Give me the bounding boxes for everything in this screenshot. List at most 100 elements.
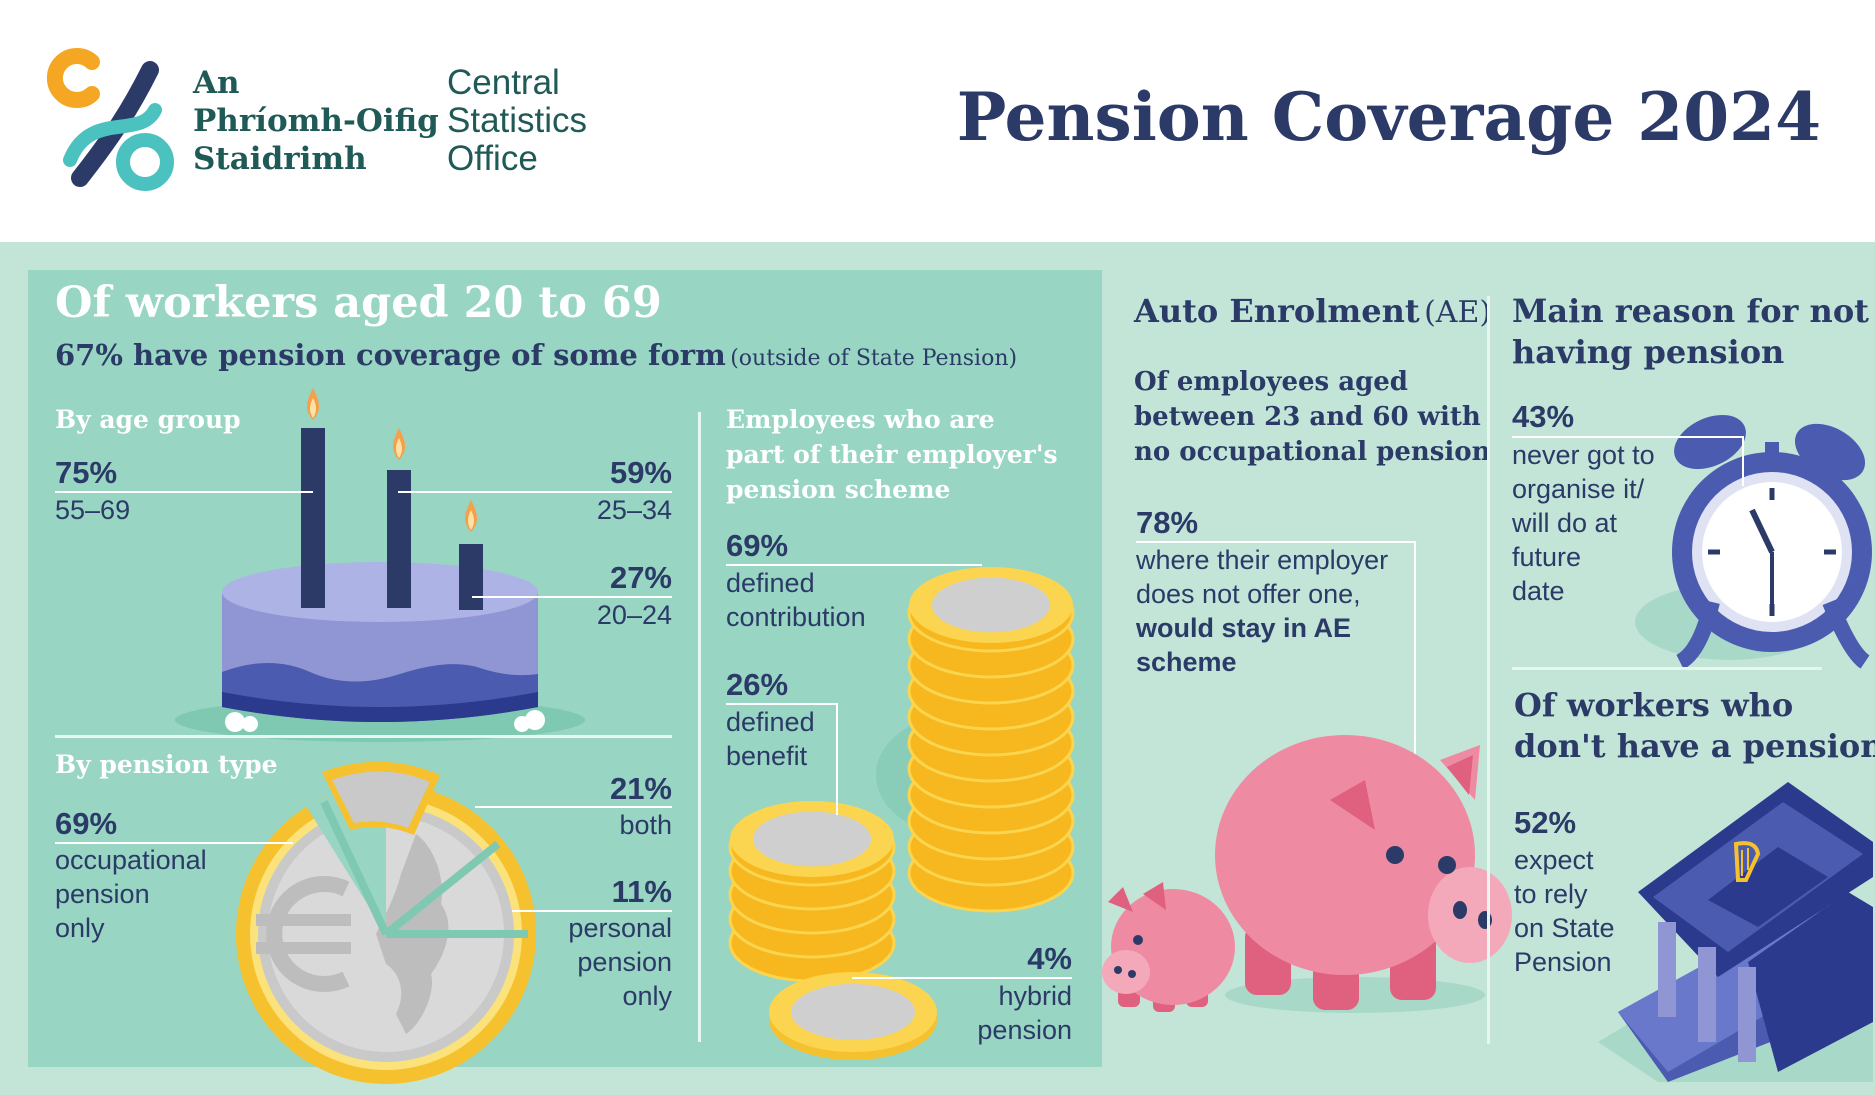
logo-irish-line-1: An <box>193 65 240 101</box>
age-type-divider <box>55 735 672 738</box>
main-reason-divider <box>1512 667 1822 670</box>
ae-sub-3: no occupational pension <box>1134 437 1491 467</box>
employer-scheme-heading-1: Employees who are <box>726 405 995 434</box>
main-reason-leader <box>1512 436 1744 438</box>
ae-text-bold-2: scheme <box>1136 647 1237 677</box>
main-reason-label-5: date <box>1512 576 1565 606</box>
both-label: both <box>619 810 672 840</box>
age-55-69-leader <box>55 491 313 493</box>
cso-logo-icon <box>46 48 174 191</box>
ae-leader-v <box>1414 541 1416 761</box>
age-group-heading: By age group <box>55 405 241 434</box>
occupational-only-value: 69% <box>55 806 118 841</box>
auto-enrolment-heading: Auto Enrolment <box>1134 292 1420 330</box>
ae-sub-2: between 23 and 60 with <box>1134 402 1481 432</box>
age-55-69-label: 55–69 <box>55 495 131 525</box>
main-reason-label-3: will do at <box>1512 508 1618 538</box>
defined-benefit-leader <box>726 703 838 705</box>
hybrid-value: 4% <box>1027 941 1072 976</box>
personal-only-label-1: personal <box>568 913 672 943</box>
auto-enrolment-abbr: (AE) <box>1424 295 1492 330</box>
hybrid-label-2: pension <box>977 1015 1072 1045</box>
age-25-34-leader <box>398 491 672 493</box>
ae-text-1: where their employer <box>1136 545 1389 575</box>
right-column-divider <box>1487 296 1490 1044</box>
candle-icon <box>459 500 483 610</box>
no-pension-heading-1: Of workers who <box>1514 686 1794 724</box>
workers-subheading-row: 67% have pension coverage of some form (… <box>55 338 1017 372</box>
main-reason-label-4: future <box>1512 542 1582 572</box>
age-55-69-value: 75% <box>55 455 118 490</box>
defined-benefit-leader-v <box>836 703 838 815</box>
no-pension-label-3: on State <box>1514 913 1615 943</box>
occupational-only-label-1: occupational <box>55 845 207 875</box>
candle-icon <box>387 428 411 608</box>
age-20-24-leader <box>472 596 672 598</box>
personal-only-label-2: pension <box>577 947 672 977</box>
age-20-24-value: 27% <box>609 560 672 595</box>
employer-scheme-heading-3: pension scheme <box>726 475 951 504</box>
personal-only-leader <box>512 910 672 912</box>
defined-contribution-label-2: contribution <box>726 602 866 632</box>
main-reason-leader-v <box>1742 436 1744 486</box>
ae-sub-1: Of employees aged <box>1134 367 1408 397</box>
coin-stack-icon <box>876 567 1075 913</box>
header: An Phríomh-Oifig Staidrimh Central Stati… <box>0 0 1875 242</box>
main-reason-label-1: never got to <box>1512 440 1655 470</box>
main-reason-label-2: organise it/ <box>1512 474 1645 504</box>
occupational-only-label-3: only <box>55 913 105 943</box>
pension-type-heading: By pension type <box>55 750 278 779</box>
ae-text-bold-1: would stay in AE <box>1136 613 1352 643</box>
hybrid-leader <box>852 977 1072 979</box>
auto-enrolment-heading-row: Auto Enrolment (AE) <box>1134 292 1491 330</box>
logo-english-line-3: Office <box>447 139 538 178</box>
defined-contribution-value: 69% <box>726 528 789 563</box>
no-pension-label-1: expect <box>1514 845 1594 875</box>
coin-stack-icon <box>728 801 896 983</box>
main-reason-value: 43% <box>1512 399 1575 434</box>
workers-subheading-note: (outside of State Pension) <box>730 346 1018 371</box>
state-building-icon <box>1598 782 1873 1082</box>
hybrid-label-1: hybrid <box>998 981 1072 1011</box>
employer-scheme-heading-2: part of their employer's <box>726 440 1058 469</box>
main-reason-heading-1: Main reason for not <box>1512 292 1869 330</box>
occupational-only-leader <box>55 842 293 844</box>
defined-benefit-label-2: benefit <box>726 741 808 771</box>
left-panel-divider <box>698 412 701 1042</box>
euro-coin-icon <box>236 784 536 1084</box>
page-title: Pension Coverage 2024 <box>956 78 1821 156</box>
euro-coin-slice-icon <box>322 761 440 835</box>
defined-contribution-leader <box>726 564 982 566</box>
personal-only-label-3: only <box>622 981 672 1011</box>
logo-irish-line-3: Staidrimh <box>193 141 367 177</box>
workers-subheading: 67% have pension coverage of some form <box>55 338 726 372</box>
logo-english-line-2: Statistics <box>447 101 588 140</box>
age-25-34-label: 25–34 <box>596 495 672 525</box>
personal-only-value: 11% <box>611 874 672 909</box>
both-leader <box>475 806 672 808</box>
defined-contribution-label-1: defined <box>726 568 815 598</box>
piggy-bank-icon <box>1102 882 1235 1012</box>
candle-icon <box>301 388 325 608</box>
no-pension-label-4: Pension <box>1514 947 1612 977</box>
piggy-bank-icon <box>1215 735 1512 1013</box>
logo-irish-line-2: Phríomh-Oifig <box>193 103 439 139</box>
workers-heading: Of workers aged 20 to 69 <box>55 278 662 328</box>
harp-icon <box>1733 841 1761 882</box>
no-pension-value: 52% <box>1514 805 1577 840</box>
defined-benefit-value: 26% <box>726 667 789 702</box>
defined-benefit-label-1: defined <box>726 707 815 737</box>
ae-text-2: does not offer one, <box>1136 579 1361 609</box>
no-pension-label-2: to rely <box>1514 879 1588 909</box>
ae-value: 78% <box>1136 505 1199 540</box>
both-value: 21% <box>609 771 672 806</box>
age-20-24-label: 20–24 <box>596 600 672 630</box>
main-reason-heading-2: having pension <box>1512 333 1785 371</box>
euro-coin-icon <box>769 972 937 1060</box>
alarm-clock-icon <box>1635 414 1872 670</box>
logo-english-line-1: Central <box>447 63 560 102</box>
no-pension-heading-2: don't have a pension <box>1514 727 1875 765</box>
ae-leader <box>1136 541 1416 543</box>
occupational-only-label-2: pension <box>55 879 150 909</box>
age-25-34-value: 59% <box>609 455 672 490</box>
